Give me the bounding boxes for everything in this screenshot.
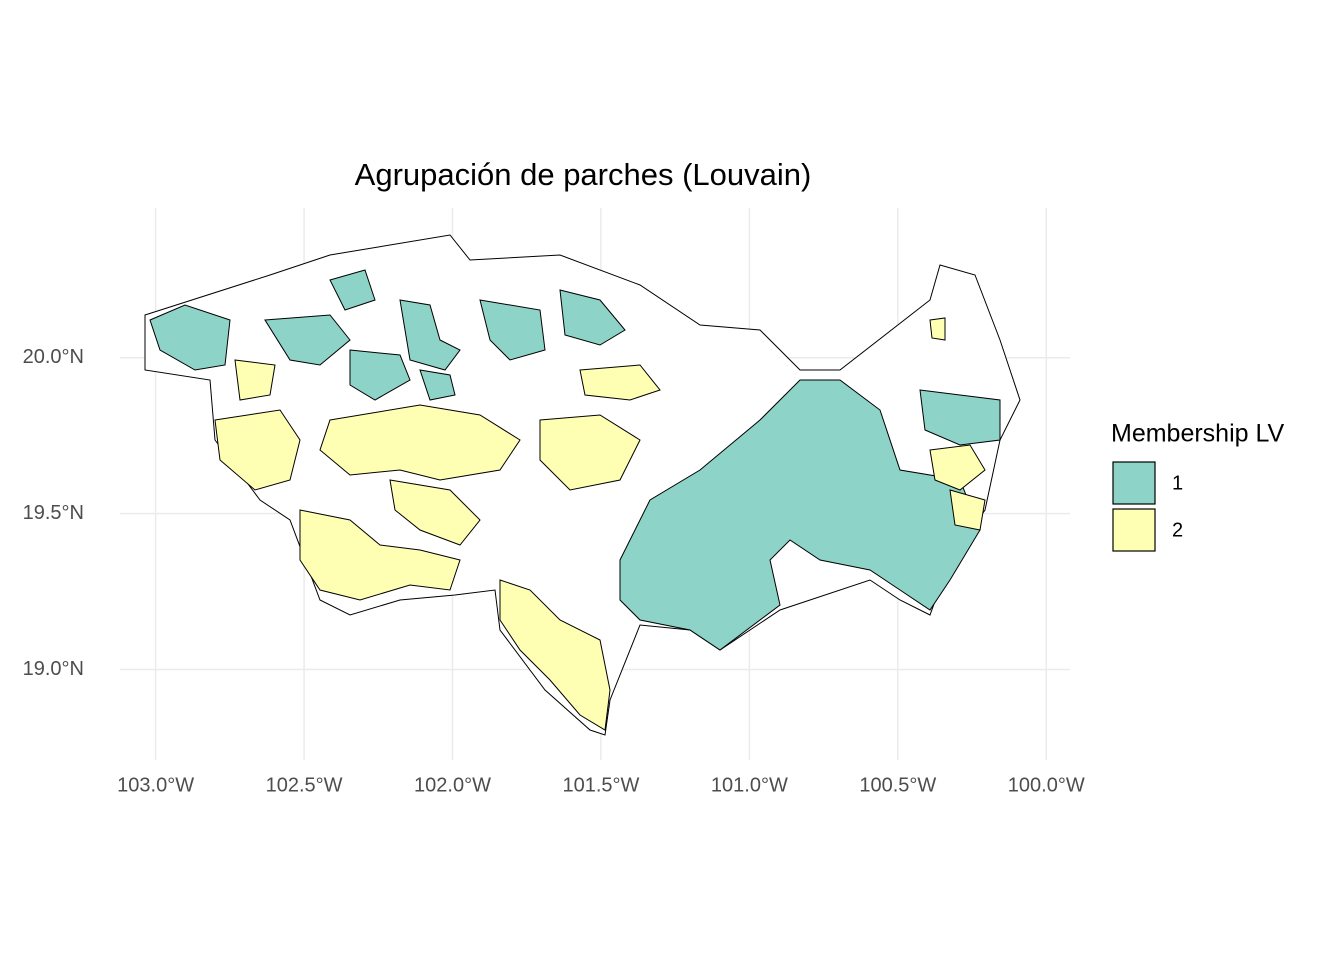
x-tick-label: 100.0°W [1008, 774, 1085, 796]
patch [349, 349, 411, 401]
map [144, 234, 1021, 736]
y-tick-label: 19.0°N [23, 658, 84, 680]
patch [389, 479, 481, 546]
patch [559, 289, 626, 346]
y-tick-label: 20.0°N [23, 346, 84, 368]
x-tick-label: 101.5°W [562, 774, 639, 796]
patch [234, 359, 276, 401]
legend-label: 2 [1172, 519, 1183, 541]
patch [919, 389, 1001, 446]
patch [329, 269, 376, 311]
patch [499, 579, 611, 731]
patch [929, 317, 946, 341]
patch [949, 489, 986, 531]
patch [479, 299, 546, 361]
x-tick-label: 101.0°W [711, 774, 788, 796]
x-tick-label: 103.0°W [117, 774, 194, 796]
patch [214, 409, 301, 491]
patch [619, 379, 981, 651]
patch [319, 404, 521, 481]
legend-label: 1 [1172, 472, 1183, 494]
y-tick-label: 19.5°N [23, 502, 84, 524]
patch [299, 509, 461, 601]
legend-key [1112, 508, 1156, 552]
legend: 12 [1112, 461, 1183, 552]
chart-title: Agrupación de parches (Louvain) [355, 157, 812, 192]
patch [264, 314, 351, 366]
legend-title: Membership LV [1111, 420, 1285, 448]
patch [399, 299, 461, 371]
legend-key [1112, 461, 1156, 505]
patch [149, 304, 231, 371]
patch [579, 364, 661, 401]
x-tick-label: 102.5°W [266, 774, 343, 796]
patch [929, 444, 986, 491]
x-tick-label: 100.5°W [859, 774, 936, 796]
x-tick-label: 102.0°W [414, 774, 491, 796]
patch [419, 369, 456, 401]
patch [539, 414, 641, 491]
